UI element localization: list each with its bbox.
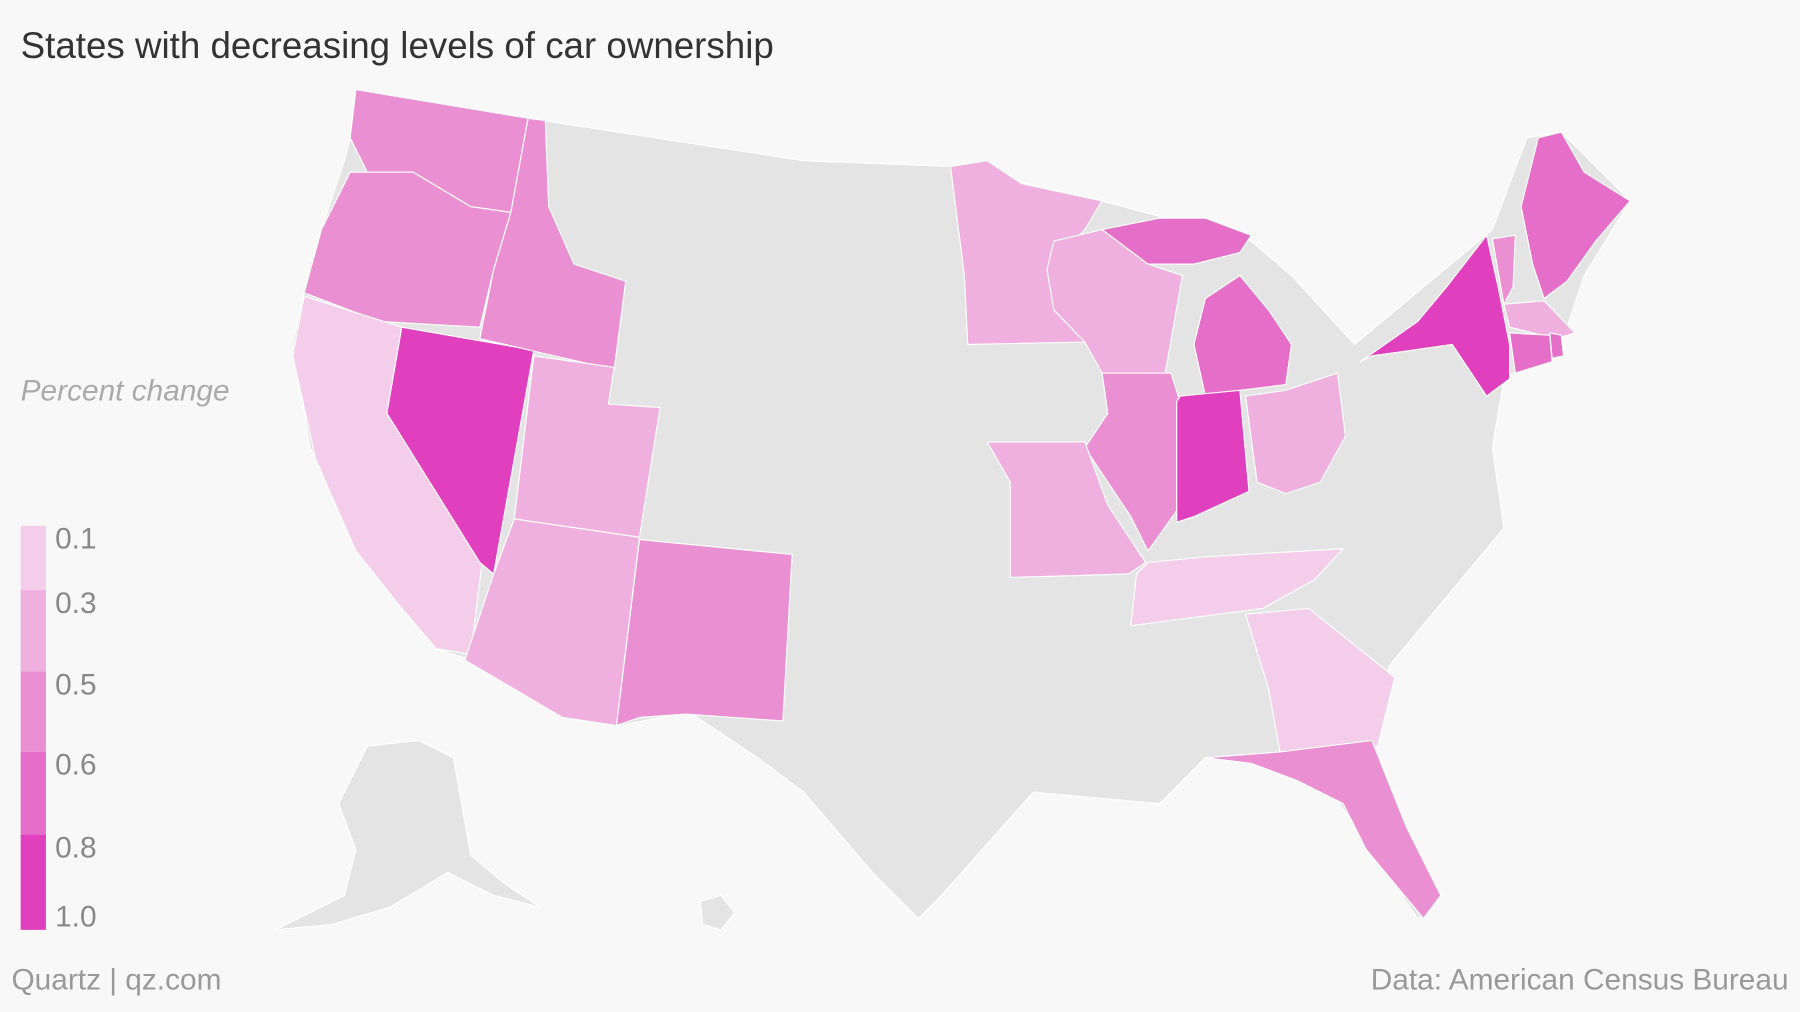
- region: [1520, 131, 1631, 300]
- legend-swatch: [20, 834, 46, 930]
- source: Data: American Census Bureau: [1371, 963, 1789, 996]
- region: [1509, 332, 1553, 374]
- legend-swatch: [20, 590, 46, 672]
- region: [1245, 607, 1396, 753]
- region: [464, 518, 641, 727]
- region: [1503, 300, 1576, 340]
- region: [1359, 234, 1511, 397]
- legend-tick-label: 0.5: [55, 668, 96, 701]
- region: [1101, 217, 1252, 265]
- region: [1549, 332, 1565, 359]
- legend-tick-label: 1.0: [55, 900, 96, 933]
- alaska: [274, 739, 541, 931]
- legend-title: Percent change: [21, 374, 230, 407]
- region: [1176, 389, 1250, 523]
- region: [986, 441, 1147, 579]
- legend-swatch: [20, 525, 46, 591]
- region: [1130, 548, 1344, 627]
- legend: 0.1 0.3 0.5 0.6 0.8 1.0: [20, 523, 97, 933]
- map-root: States with decreasing levels of car own…: [11, 25, 1788, 996]
- region: [1204, 739, 1442, 919]
- legend-swatch: [20, 751, 46, 835]
- legend-tick-label: 0.6: [55, 749, 96, 782]
- region: [1245, 372, 1347, 495]
- region: [1084, 372, 1181, 552]
- credit: Quartz | qz.com: [11, 963, 221, 996]
- region: [1193, 274, 1293, 397]
- regions: [292, 88, 1631, 919]
- legend-tick-label: 0.8: [55, 831, 96, 864]
- legend-tick-label: 0.3: [55, 587, 96, 620]
- region: [479, 117, 627, 371]
- region: [615, 538, 793, 727]
- legend-tick-label: 0.1: [55, 523, 96, 556]
- legend-swatch: [20, 671, 46, 752]
- hawaii: [699, 894, 736, 931]
- region: [303, 171, 512, 328]
- chart-title: States with decreasing levels of car own…: [21, 25, 774, 66]
- region: [1491, 234, 1516, 305]
